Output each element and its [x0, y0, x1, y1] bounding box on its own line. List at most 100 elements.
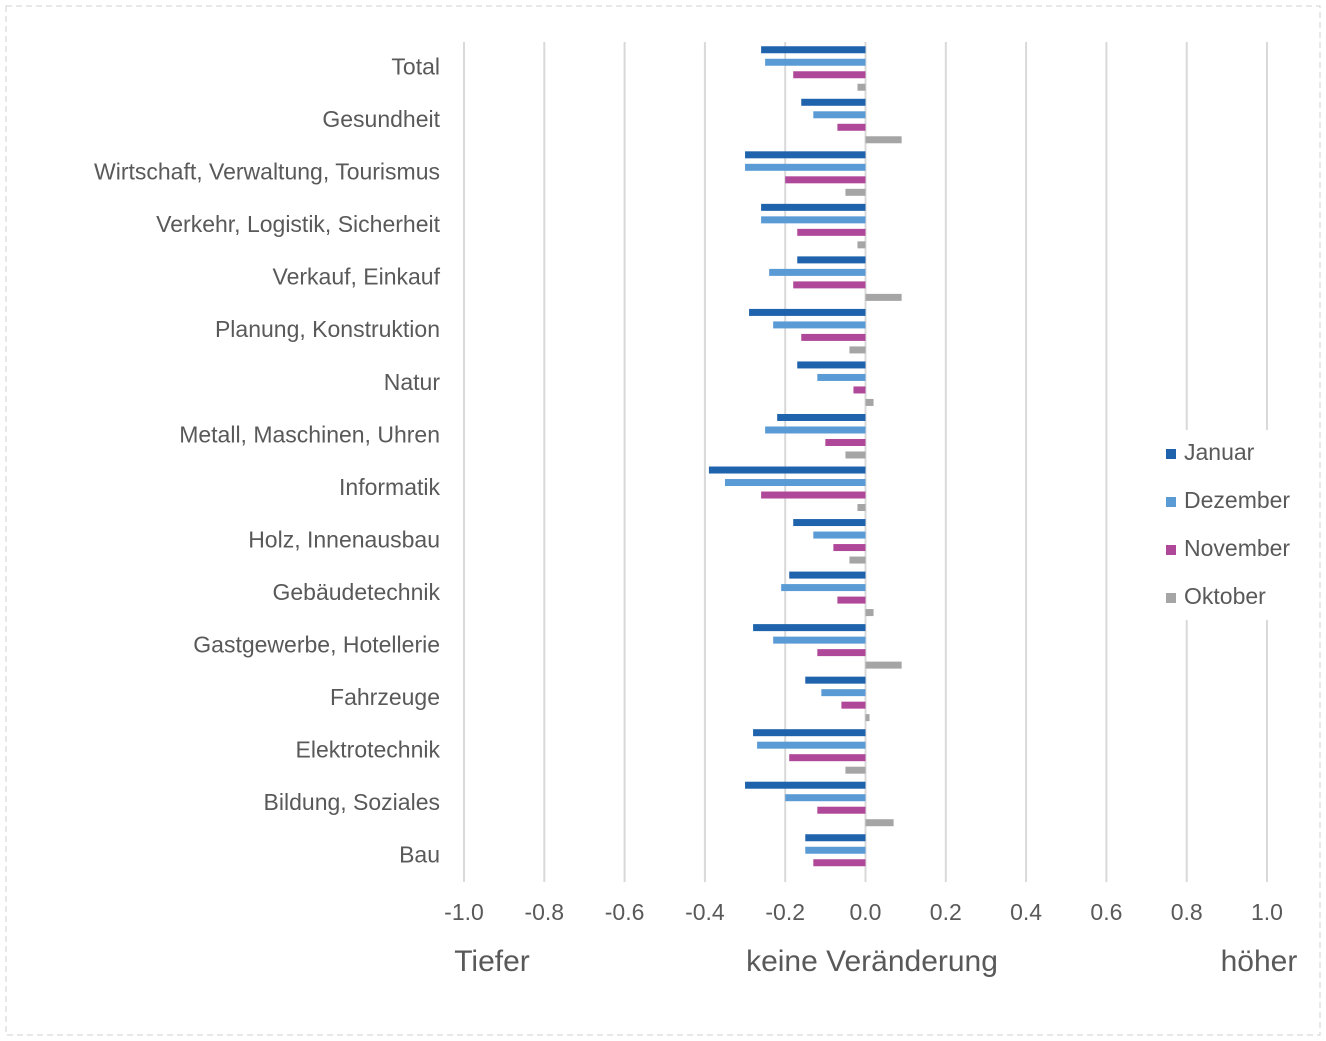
bar: [849, 556, 866, 564]
bar: [793, 281, 866, 289]
bar: [801, 333, 866, 341]
bar: [708, 466, 866, 474]
category-label: Wirtschaft, Verwaltung, Tourismus: [94, 159, 440, 185]
bar: [745, 151, 866, 159]
bar: [765, 58, 866, 66]
bar: [857, 83, 866, 91]
category-label: Informatik: [339, 474, 440, 500]
bar: [865, 661, 902, 669]
bar: [813, 531, 866, 539]
bar: [781, 584, 866, 592]
annotation: höher: [1221, 945, 1298, 978]
bar: [724, 479, 866, 487]
bar: [817, 806, 866, 814]
category-label: Holz, Innenausbau: [248, 526, 440, 552]
bar: [845, 188, 866, 196]
bar: [849, 346, 866, 354]
bar: [841, 701, 866, 709]
bar: [761, 46, 866, 54]
bar: [857, 504, 866, 512]
category-label: Natur: [384, 369, 441, 395]
category-label: Gastgewerbe, Hotellerie: [193, 631, 440, 657]
bar: [797, 228, 866, 236]
bar: [813, 859, 866, 867]
bar: [817, 373, 866, 381]
category-label: Gebäudetechnik: [272, 579, 440, 605]
annotation: keine Veränderung: [746, 945, 998, 978]
x-tick-label: -0.8: [524, 899, 564, 925]
legend-swatch: [1166, 449, 1176, 459]
category-label: Verkehr, Logistik, Sicherheit: [156, 211, 440, 237]
category-label: Fahrzeuge: [330, 684, 440, 710]
category-label: Verkauf, Einkauf: [273, 264, 441, 290]
bar: [777, 413, 866, 421]
x-tick-label: 0.2: [930, 899, 962, 925]
bar: [845, 451, 866, 459]
bar: [797, 361, 866, 369]
legend-swatch: [1166, 545, 1176, 555]
x-tick-label: 0.4: [1010, 899, 1042, 925]
category-label: Gesundheit: [322, 106, 440, 132]
category-label: Bildung, Soziales: [264, 789, 440, 815]
x-tick-label: 0.6: [1090, 899, 1122, 925]
bar: [833, 544, 866, 552]
bar: [825, 438, 866, 446]
legend-swatch: [1166, 497, 1176, 507]
bar: [837, 123, 866, 131]
legend-swatch: [1166, 593, 1176, 603]
bar: [753, 729, 866, 737]
bar: [821, 689, 866, 697]
bar: [797, 256, 866, 264]
legend-label: Dezember: [1184, 487, 1290, 513]
bar: [865, 398, 874, 406]
category-label: Planung, Konstruktion: [215, 316, 440, 342]
bar: [793, 519, 866, 527]
bar: [845, 766, 866, 774]
bar: [757, 741, 866, 749]
legend-label: Januar: [1184, 439, 1255, 465]
bar: [745, 781, 866, 789]
bar: [789, 571, 866, 579]
category-label: Elektrotechnik: [296, 737, 441, 763]
bar: [801, 98, 866, 106]
bar: [865, 819, 894, 827]
bar: [793, 71, 866, 79]
bar: [749, 308, 866, 316]
bar: [813, 111, 866, 119]
category-label: Bau: [399, 842, 440, 868]
bar: [805, 834, 866, 842]
bar: [745, 163, 866, 171]
bar: [773, 636, 866, 644]
legend-label: November: [1184, 535, 1290, 561]
x-tick-label: 1.0: [1251, 899, 1283, 925]
bar: [817, 649, 866, 657]
category-label: Metall, Maschinen, Uhren: [179, 421, 440, 447]
bar: [853, 386, 866, 394]
x-tick-label: -1.0: [444, 899, 484, 925]
bar: [785, 176, 866, 184]
annotation: Tiefer: [454, 945, 530, 978]
x-tick-label: -0.6: [605, 899, 645, 925]
x-tick-label: -0.4: [685, 899, 725, 925]
x-tick-label: 0.0: [850, 899, 882, 925]
bar: [785, 794, 866, 802]
x-tick-label: 0.8: [1171, 899, 1203, 925]
frame: [5, 5, 1321, 1036]
legend-background: [1158, 430, 1318, 620]
bar: [865, 136, 902, 144]
bar: [753, 624, 866, 632]
bar: [837, 596, 866, 604]
bar: [865, 714, 870, 722]
bar: [761, 491, 866, 499]
bar: [857, 241, 866, 249]
bar: [865, 293, 902, 301]
bar: [865, 609, 874, 617]
bar: [805, 846, 866, 854]
bar: [761, 203, 866, 211]
legend-label: Oktober: [1184, 583, 1266, 609]
bar: [773, 321, 866, 329]
category-label: Total: [391, 54, 440, 80]
bar: [769, 268, 866, 276]
bar: [765, 426, 866, 434]
